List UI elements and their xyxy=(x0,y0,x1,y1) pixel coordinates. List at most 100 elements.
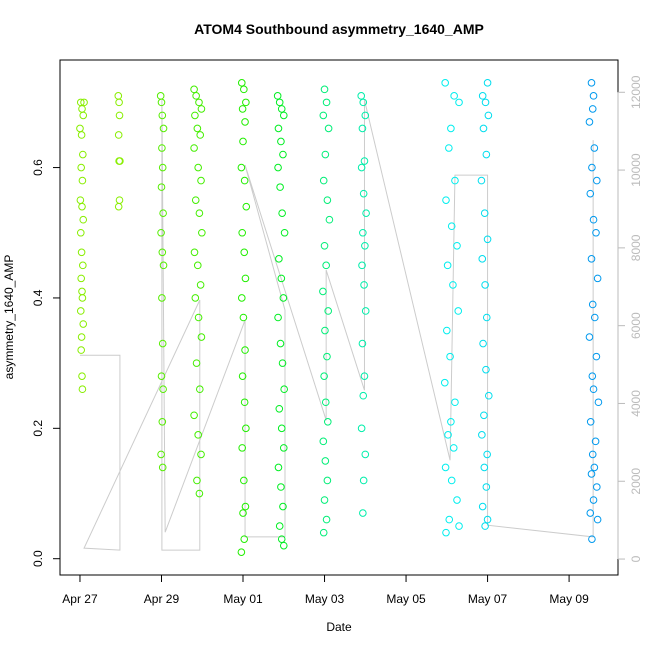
point xyxy=(195,98,203,107)
point xyxy=(278,359,287,367)
point xyxy=(481,98,490,107)
point xyxy=(320,372,328,380)
point xyxy=(361,241,369,250)
point xyxy=(325,215,334,224)
point xyxy=(319,111,328,120)
point xyxy=(320,241,329,250)
point xyxy=(157,228,165,237)
point xyxy=(197,333,206,341)
point xyxy=(191,111,199,120)
point xyxy=(479,124,488,133)
point xyxy=(593,274,602,283)
y2-tick-label: 2000 xyxy=(629,468,643,495)
point xyxy=(361,111,370,120)
point xyxy=(588,450,597,459)
point xyxy=(191,294,200,302)
point xyxy=(196,281,205,289)
point xyxy=(593,176,601,185)
point xyxy=(480,463,489,472)
point xyxy=(361,450,370,459)
point xyxy=(190,248,199,257)
point xyxy=(479,339,487,348)
point xyxy=(241,346,249,354)
point xyxy=(194,431,202,439)
point xyxy=(586,418,595,426)
point xyxy=(157,183,166,191)
x-tick-label: May 01 xyxy=(223,592,263,606)
point xyxy=(442,528,450,537)
point xyxy=(443,326,451,335)
point xyxy=(483,235,492,244)
point xyxy=(77,333,86,341)
point xyxy=(447,418,455,426)
point xyxy=(240,535,249,543)
point xyxy=(76,228,85,237)
point xyxy=(158,248,167,257)
point xyxy=(197,176,205,185)
point xyxy=(588,105,597,113)
point xyxy=(586,189,595,198)
point xyxy=(442,196,450,204)
point xyxy=(478,502,487,511)
point xyxy=(319,528,328,537)
y-tick-label: 0.4 xyxy=(31,289,45,306)
point xyxy=(158,418,167,426)
point xyxy=(80,98,88,107)
point xyxy=(484,111,493,120)
point xyxy=(196,131,205,139)
point xyxy=(239,313,248,322)
point xyxy=(585,118,594,126)
point xyxy=(587,255,596,263)
point xyxy=(358,124,367,133)
point xyxy=(321,457,330,465)
point xyxy=(241,502,250,511)
y2-tick-label: 4000 xyxy=(629,390,643,417)
point xyxy=(78,176,87,185)
point xyxy=(357,424,366,433)
point xyxy=(158,294,166,302)
point xyxy=(323,476,332,485)
point xyxy=(589,385,598,394)
y2-tick-label: 6000 xyxy=(629,312,643,339)
point xyxy=(193,476,201,485)
point xyxy=(359,189,368,198)
x-tick-label: May 07 xyxy=(468,592,508,606)
point xyxy=(275,255,283,263)
point xyxy=(453,241,461,250)
y-tick-label: 0.2 xyxy=(31,420,45,437)
point xyxy=(360,281,368,289)
point xyxy=(324,124,333,133)
point xyxy=(279,294,288,302)
point xyxy=(589,496,598,504)
point xyxy=(455,522,463,530)
x-tick-label: Apr 29 xyxy=(144,592,180,606)
point xyxy=(197,450,205,459)
point xyxy=(240,398,249,407)
point xyxy=(277,535,286,543)
point xyxy=(277,274,286,283)
point xyxy=(588,372,597,380)
point xyxy=(275,522,284,530)
point xyxy=(190,85,198,94)
point xyxy=(238,372,247,380)
point xyxy=(193,124,202,133)
point xyxy=(237,163,246,172)
point xyxy=(78,294,87,302)
y-tick-label: 0.0 xyxy=(31,550,45,567)
point xyxy=(277,424,286,433)
point xyxy=(359,98,368,107)
point xyxy=(483,515,492,524)
point xyxy=(585,333,594,341)
point xyxy=(359,391,368,400)
point xyxy=(79,150,87,159)
point xyxy=(196,385,204,394)
point xyxy=(79,111,88,120)
point xyxy=(593,483,601,491)
y2-tick-label: 8000 xyxy=(629,234,643,261)
point xyxy=(114,131,123,139)
point xyxy=(594,398,603,407)
point xyxy=(279,541,288,550)
point xyxy=(482,313,491,322)
point xyxy=(360,157,369,165)
